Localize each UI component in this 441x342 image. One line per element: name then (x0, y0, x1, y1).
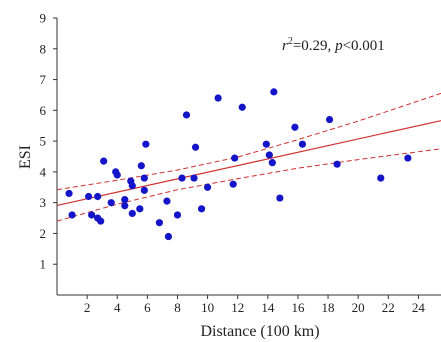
y-tick-label: 4 (40, 164, 47, 179)
y-tick-label: 6 (40, 103, 47, 118)
confidence-upper-line (57, 92, 441, 191)
data-point (97, 217, 105, 225)
x-tick-label: 22 (382, 300, 395, 315)
confidence-band (57, 92, 441, 222)
data-point (113, 171, 121, 179)
p-value: <0.001 (343, 38, 385, 54)
data-point (298, 140, 307, 148)
data-point (163, 197, 171, 205)
x-tick-label: 8 (174, 300, 181, 315)
x-tick-label: 12 (231, 300, 244, 315)
data-point (142, 140, 150, 148)
data-point (268, 159, 276, 167)
data-point (291, 123, 299, 131)
data-point (173, 211, 182, 219)
data-point (190, 174, 198, 182)
data-points (65, 88, 412, 241)
r-symbol: r (282, 38, 288, 54)
data-point (377, 174, 385, 182)
data-point (214, 94, 222, 102)
data-point (197, 205, 206, 213)
fit-annotation: r2=0.29, p<0.001 (282, 36, 385, 54)
data-point (404, 154, 412, 162)
data-point (203, 183, 212, 191)
confidence-lower-line (57, 148, 441, 222)
x-tick-label: 20 (352, 300, 365, 315)
data-point (229, 180, 237, 188)
data-point (276, 194, 284, 202)
r-exponent: 2 (288, 36, 293, 47)
data-point (128, 182, 136, 190)
data-point (191, 143, 200, 151)
data-point (121, 202, 129, 210)
data-point (121, 195, 129, 204)
data-point (65, 189, 73, 198)
data-point (325, 115, 334, 124)
x-tick-label: 6 (144, 300, 151, 315)
data-point (140, 186, 148, 194)
data-point (140, 174, 148, 182)
data-point (100, 157, 108, 165)
data-point (265, 151, 273, 159)
x-tick-label: 10 (201, 300, 214, 315)
regression-line-group (57, 120, 441, 207)
data-point (164, 232, 173, 241)
x-tick-label: 16 (291, 300, 305, 315)
x-axis-title: Distance (100 km) (200, 323, 319, 340)
data-point (231, 154, 239, 162)
r-value: =0.29, (293, 38, 335, 54)
data-point (94, 192, 102, 201)
data-point (155, 219, 163, 227)
axes (53, 17, 441, 299)
data-point (85, 192, 93, 201)
data-point (137, 162, 145, 170)
y-tick-label: 3 (40, 195, 47, 210)
data-point (333, 160, 341, 168)
x-tick-label: 18 (322, 300, 335, 315)
data-point (68, 211, 76, 219)
data-point (238, 103, 246, 111)
data-point (128, 209, 136, 218)
data-point (182, 111, 191, 119)
regression-line (57, 120, 441, 207)
y-tick-label: 7 (40, 72, 47, 87)
data-point (262, 140, 270, 148)
data-point (178, 174, 186, 182)
y-tick-label: 2 (40, 226, 47, 241)
y-tick-label: 5 (40, 134, 47, 149)
p-symbol: p (334, 38, 343, 54)
y-tick-label: 1 (40, 257, 47, 272)
x-tick-label: 4 (114, 300, 121, 315)
y-tick-label: 9 (40, 11, 47, 26)
y-tick-label: 8 (40, 41, 47, 56)
x-tick-label: 2 (84, 300, 91, 315)
data-point (136, 205, 144, 213)
y-axis-title: ESI (17, 145, 34, 169)
data-point (88, 211, 96, 219)
data-point (270, 88, 278, 96)
x-tick-label: 14 (261, 300, 275, 315)
data-point (107, 199, 115, 207)
x-tick-label: 24 (412, 300, 426, 315)
